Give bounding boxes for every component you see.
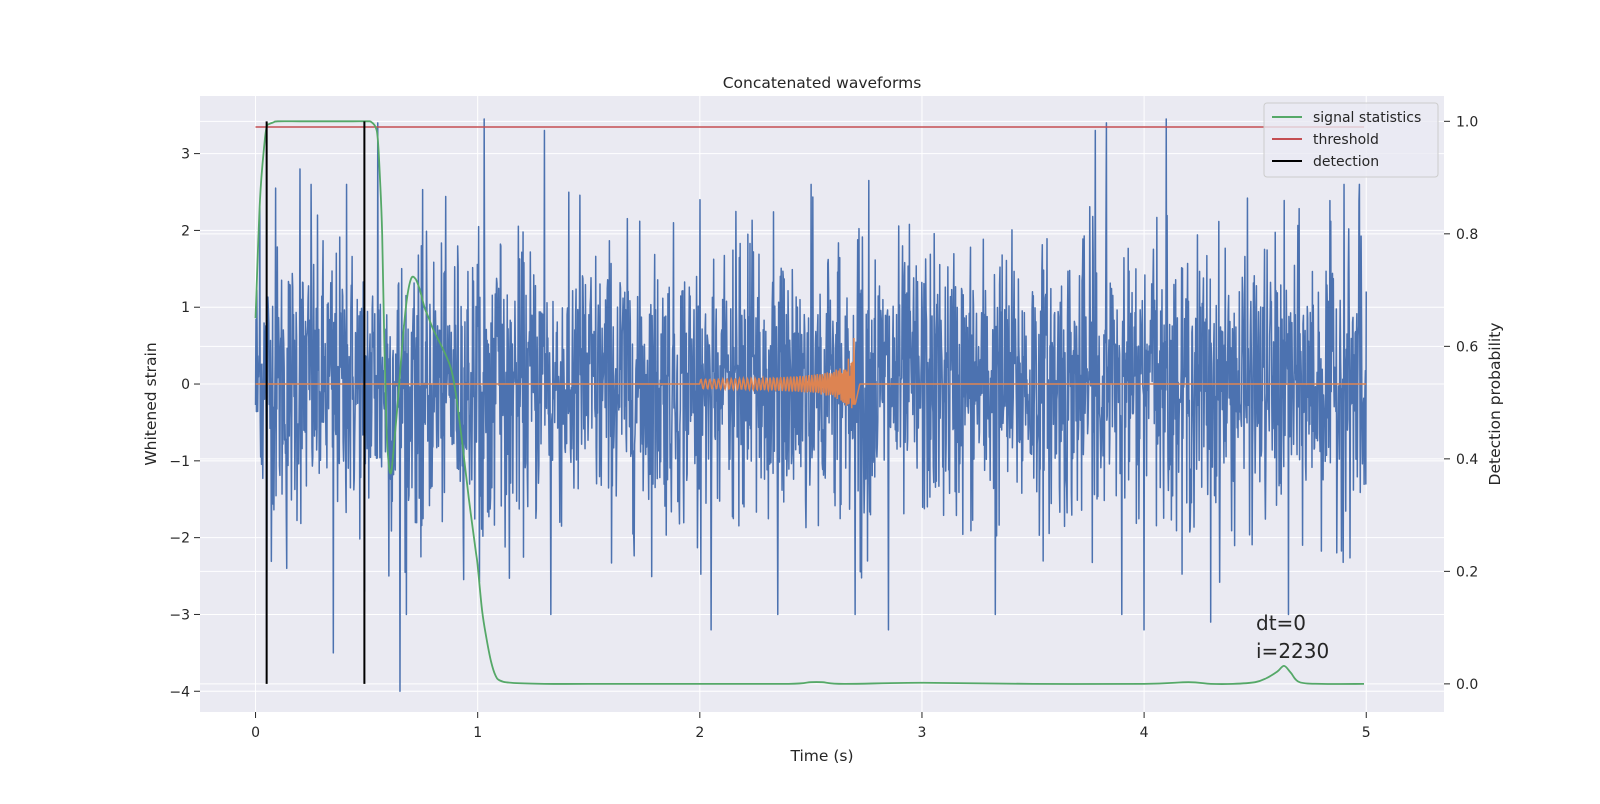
axis-ticks: 0 1 2 3 4 5 3 2 1 0 −1 −2 −3 −4 1.0 0.8 0.6 0.4 0.2 0.0 [169,114,1478,741]
template-series [255,337,1367,409]
y2-tick-label: 0.4 [1456,452,1478,468]
y2-tick-label: 0.0 [1456,677,1478,693]
y-tick-label: 3 [181,147,190,163]
legend-box [1263,102,1439,178]
y-tick-label: −3 [169,607,190,623]
annotation-dt: dt=0 [1256,611,1306,635]
signal-statistics-line [254,120,1365,685]
x-tick-label: 0 [251,725,260,741]
detection-series [265,121,366,684]
y-tick-label: −2 [169,531,190,547]
x-tick-label: 2 [695,725,704,741]
strain-line [254,118,1367,693]
y-tick-label: −1 [169,454,190,470]
x-tick-label: 4 [1140,725,1149,741]
y-tick-label: 2 [181,223,190,239]
template-line [255,337,1367,409]
y2-axis-label: Detection probability [1486,323,1504,486]
legend-label-threshold: threshold [1313,132,1379,148]
x-tick-label: 1 [473,725,482,741]
strain-series [254,118,1367,693]
y-tick-label: 1 [181,300,190,316]
signal-statistics-series [254,120,1365,685]
legend: signal statistics threshold detection [1263,102,1439,178]
y2-tick-label: 0.8 [1456,227,1478,243]
legend-label-signal-statistics: signal statistics [1313,110,1421,126]
x-tick-label: 5 [1362,725,1371,741]
x-tick-label: 3 [918,725,927,741]
y2-tick-label: 0.6 [1456,339,1478,355]
x-axis-label: Time (s) [789,747,853,765]
y-tick-label: 0 [181,377,190,393]
y-axis-label: Whitened strain [142,342,160,465]
annotation-i: i=2230 [1256,639,1329,663]
chart-title: Concatenated waveforms [723,74,922,92]
y2-tick-label: 0.2 [1456,564,1478,580]
y2-tick-label: 1.0 [1456,114,1478,130]
legend-label-detection: detection [1313,154,1379,170]
y-tick-label: −4 [169,684,190,700]
